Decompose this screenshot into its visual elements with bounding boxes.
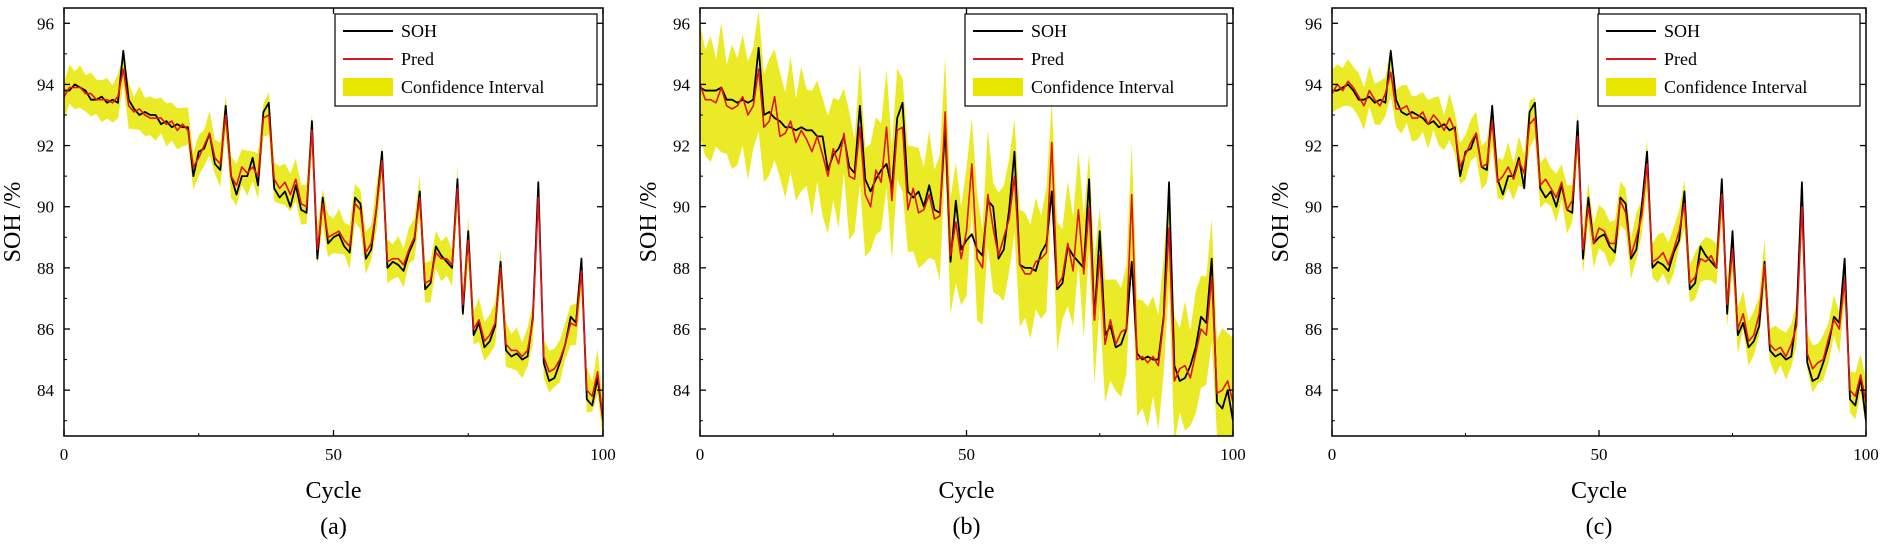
legend-label-soh: SOH bbox=[401, 21, 437, 41]
legend: SOH Pred Confidence Interval bbox=[1597, 13, 1861, 107]
y-tick-label: 84 bbox=[37, 381, 55, 400]
y-tick-label: 90 bbox=[37, 198, 54, 217]
legend-label-pred: Pred bbox=[1664, 49, 1697, 69]
series-line-pred bbox=[1332, 71, 1866, 403]
legend-label-pred: Pred bbox=[401, 49, 434, 69]
legend-swatch-ci bbox=[1606, 78, 1656, 96]
legend-label-pred: Pred bbox=[1031, 49, 1064, 69]
x-tick-label: 50 bbox=[958, 445, 975, 464]
legend-label-ci: Confidence Interval bbox=[401, 77, 544, 97]
x-tick-label: 50 bbox=[325, 445, 342, 464]
y-tick-label: 86 bbox=[1305, 320, 1322, 339]
x-axis-label: Cycle bbox=[1571, 478, 1627, 504]
y-tick-label: 84 bbox=[673, 381, 691, 400]
y-tick-label: 94 bbox=[1305, 75, 1323, 94]
legend: SOH Pred Confidence Interval bbox=[964, 13, 1228, 107]
x-axis-label: Cycle bbox=[306, 478, 362, 504]
y-axis-label: SOH /% bbox=[1268, 182, 1294, 263]
panel-b: 84 86 88 90 92 94 96 0 50 100 Cycle SOH /% (b) SOH Pre… bbox=[636, 7, 1246, 540]
x-tick-label: 0 bbox=[1328, 445, 1337, 464]
x-tick-label: 100 bbox=[1853, 445, 1879, 464]
x-tick-label: 0 bbox=[696, 445, 705, 464]
panel-label: (b) bbox=[953, 514, 981, 540]
panel-label: (c) bbox=[1586, 514, 1613, 540]
series-line-pred bbox=[64, 68, 603, 421]
legend-label-ci: Confidence Interval bbox=[1031, 77, 1174, 97]
y-tick-label: 90 bbox=[1305, 198, 1322, 217]
y-axis-label: SOH /% bbox=[636, 182, 662, 263]
y-axis-label: SOH /% bbox=[0, 182, 26, 263]
legend-label-soh: SOH bbox=[1031, 21, 1067, 41]
y-tick-label: 96 bbox=[673, 14, 690, 33]
plot-area bbox=[1332, 47, 1866, 428]
panel-a: 84 86 88 90 92 94 96 0 50 100 Cycle SOH /% (a) SOH Pre… bbox=[0, 7, 616, 540]
legend-label-ci: Confidence Interval bbox=[1664, 77, 1807, 97]
y-tick-label: 92 bbox=[37, 137, 54, 156]
series-line-soh bbox=[64, 49, 603, 421]
panel-c: 84 86 88 90 92 94 96 0 50 100 Cycle SOH /% (c) SOH Pre… bbox=[1268, 7, 1879, 540]
x-tick-label: 0 bbox=[60, 445, 69, 464]
series-line-pred bbox=[700, 68, 1233, 403]
legend-swatch-ci bbox=[973, 78, 1023, 96]
x-tick-label: 100 bbox=[1220, 445, 1246, 464]
legend: SOH Pred Confidence Interval bbox=[334, 13, 598, 107]
x-tick-label: 100 bbox=[590, 445, 616, 464]
legend-swatch-ci bbox=[343, 78, 393, 96]
panel-label: (a) bbox=[320, 514, 347, 540]
plot-area bbox=[64, 49, 603, 436]
y-tick-label: 88 bbox=[1305, 259, 1322, 278]
x-tick-label: 50 bbox=[1591, 445, 1608, 464]
plot-area bbox=[700, 10, 1233, 436]
y-tick-label: 90 bbox=[673, 198, 690, 217]
x-axis-label: Cycle bbox=[939, 478, 995, 504]
y-tick-label: 96 bbox=[37, 14, 54, 33]
y-tick-label: 92 bbox=[673, 137, 690, 156]
confidence-band bbox=[64, 54, 603, 436]
y-tick-label: 94 bbox=[673, 75, 691, 94]
y-tick-label: 86 bbox=[673, 320, 690, 339]
y-tick-label: 88 bbox=[37, 259, 54, 278]
legend-label-soh: SOH bbox=[1664, 21, 1700, 41]
series-line-soh bbox=[1332, 49, 1866, 421]
y-tick-label: 94 bbox=[37, 75, 55, 94]
y-tick-label: 86 bbox=[37, 320, 54, 339]
y-tick-label: 96 bbox=[1305, 14, 1322, 33]
y-tick-label: 84 bbox=[1305, 381, 1323, 400]
y-tick-label: 92 bbox=[1305, 137, 1322, 156]
y-tick-label: 88 bbox=[673, 259, 690, 278]
